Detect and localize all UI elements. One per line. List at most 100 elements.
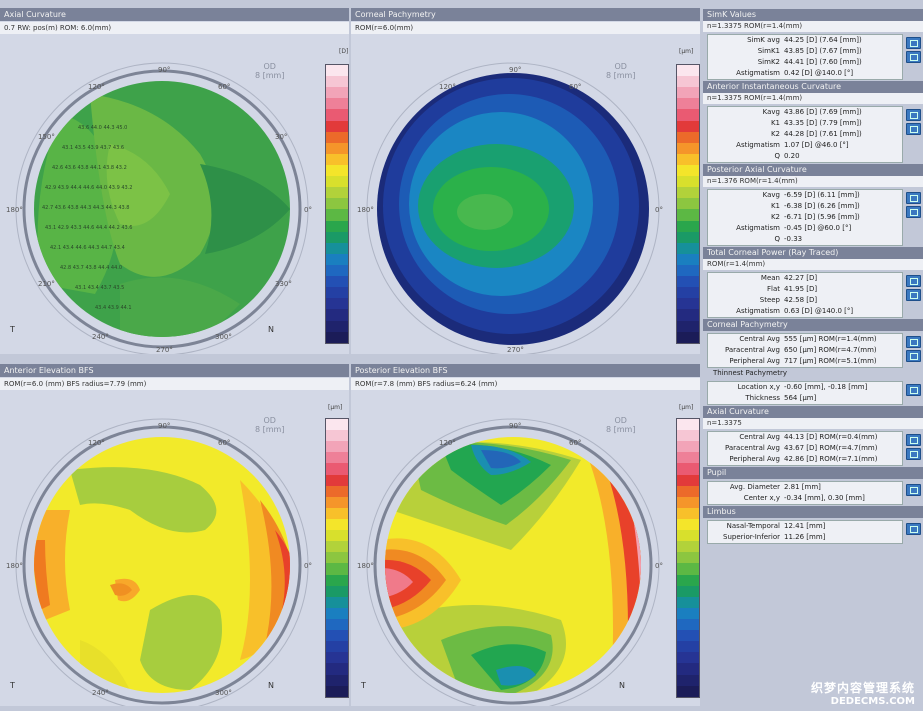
info-row: SimK2 44.41 [D] (7.60 [mm]) [708, 57, 902, 68]
eye-od-label: OD 8 [mm] [255, 416, 285, 434]
scale-band [677, 76, 699, 88]
angle-120: 120° [439, 439, 456, 447]
detail-button[interactable] [906, 51, 921, 63]
angle-0: 0° [655, 206, 663, 214]
detail-button[interactable] [906, 123, 921, 135]
info-value: -0.45 [D] @60.0 [°] [784, 224, 852, 232]
posterior-curvature-box: Kavg -6.59 [D] (6.11 [mm]) K1 -6.38 [D] (6.… [707, 189, 921, 246]
detail-button[interactable] [906, 350, 921, 362]
info-label: K1 [770, 119, 780, 127]
info-value: -0.33 [784, 235, 803, 243]
scale-band [326, 298, 348, 310]
temporal-label: T [9, 325, 15, 334]
info-value: 41.95 [D] [784, 285, 818, 293]
info-row: Astigmatism -0.45 [D] @60.0 [°] [708, 223, 902, 234]
scale-band [326, 419, 348, 431]
scale-band [677, 187, 699, 199]
info-label: Central Avg [739, 335, 780, 343]
detail-button[interactable] [906, 448, 921, 460]
info-label: Superior-Inferior [723, 533, 780, 541]
pupil-header: Pupil [703, 467, 923, 479]
info-label: K1 [770, 202, 780, 210]
info-value: 42.58 [D] [784, 296, 818, 304]
detail-button[interactable] [906, 484, 921, 496]
scale-band [326, 65, 348, 77]
scale-band [326, 231, 348, 243]
detail-button[interactable] [906, 109, 921, 121]
color-scale-pachymetry [676, 64, 700, 344]
scale-band [326, 674, 348, 686]
scale-band [677, 320, 699, 332]
info-value: 0.63 [D] @140.0 [°] [784, 307, 854, 315]
pachymetry-panel: Corneal Pachymetry ROM(r=6.0(mm) 90° 120… [351, 8, 700, 354]
panel-title: Posterior Elevation BFS [351, 364, 700, 377]
angle-240: 240° [92, 689, 109, 697]
detail-button[interactable] [906, 434, 921, 446]
scale-unit: [µm] [328, 404, 343, 411]
scale-band [326, 563, 348, 575]
axial-curvature-header: Axial Curvature [703, 406, 923, 418]
scale-band [326, 198, 348, 210]
scale-band [677, 574, 699, 586]
svg-text:42.1 43.4 44.6 44.3 44.7 43.4: 42.1 43.4 44.6 44.3 44.7 43.4 [50, 245, 125, 251]
info-column: SimK Values n=1.3375 ROM(r=1.4(mm) SimK … [703, 8, 923, 544]
angle-180: 180° [357, 206, 374, 214]
info-value: 42.86 [D] ROM(r=7.1(mm) [784, 455, 878, 463]
detail-button[interactable] [906, 384, 921, 396]
axial-curvature-map[interactable]: 43.6 44.0 44.3 45.0 43.1 43.5 43.9 43.7 … [0, 34, 349, 354]
angle-60: 60° [218, 439, 230, 447]
scale-band [326, 585, 348, 597]
scale-band [677, 98, 699, 110]
info-row: SimK avg 44.25 [D] (7.64 [mm]) [708, 35, 902, 46]
svg-text:43.1 43.5 43.9 43.7 43.6: 43.1 43.5 43.9 43.7 43.6 [62, 145, 124, 151]
color-scale-posterior [676, 418, 700, 698]
info-label: Kavg [762, 191, 780, 199]
detail-button[interactable] [906, 336, 921, 348]
info-label: Astigmatism [736, 141, 780, 149]
scale-band [677, 618, 699, 631]
info-value: 43.67 [D] ROM(r=4.7(mm) [784, 444, 878, 452]
posterior-elevation-map[interactable]: 90° 120° 60° 180° 0° T N [351, 390, 700, 706]
scale-band [677, 176, 699, 188]
detail-button[interactable] [906, 37, 921, 49]
info-label: Astigmatism [736, 307, 780, 315]
scale-band [326, 142, 348, 154]
detail-button[interactable] [906, 289, 921, 301]
thinnest-box: Location x,y -0.60 [mm], -0.18 [mm] Thickn… [707, 381, 921, 405]
info-row: Peripheral Avg 717 [µm] ROM(r=5.1(mm) [708, 356, 902, 367]
scale-band [326, 120, 348, 132]
info-value: 2.81 [mm] [784, 483, 821, 491]
anterior-elevation-map[interactable]: 90° 120° 60° 180° 0° 240° 300° T N [0, 390, 349, 706]
scale-band [677, 242, 699, 254]
scale-band [326, 176, 348, 188]
anterior-curvature-header: Anterior Instantaneous Curvature [703, 81, 923, 93]
scale-band [326, 320, 348, 332]
scale-band [677, 485, 699, 497]
scale-band [326, 253, 348, 265]
scale-band [677, 120, 699, 132]
scale-band [326, 607, 348, 619]
scale-unit: [D] [339, 48, 349, 55]
panel-subtitle: ROM(r=6.0 (mm) BFS radius=7.79 (mm) [0, 378, 349, 390]
svg-text:42.8 43.7 43.8 44.4 44.0: 42.8 43.7 43.8 44.4 44.0 [60, 265, 122, 271]
detail-button[interactable] [906, 206, 921, 218]
detail-button[interactable] [906, 523, 921, 535]
scale-band [326, 131, 348, 143]
detail-button[interactable] [906, 192, 921, 204]
scale-band [326, 541, 348, 553]
info-value: 44.28 [D] (7.61 [mm]) [784, 130, 862, 138]
total-power-header: Total Corneal Power (Ray Traced) [703, 247, 923, 259]
info-row: Astigmatism 0.42 [D] @140.0 [°] [708, 68, 902, 79]
pachymetry-map[interactable]: 90° 120° 60° 180° 0° 270° [351, 34, 700, 354]
info-row: Paracentral Avg 43.67 [D] ROM(r=4.7(mm) [708, 443, 902, 454]
scale-band [677, 164, 699, 177]
info-row: Mean 42.27 [D] [708, 273, 902, 284]
detail-button[interactable] [906, 275, 921, 287]
info-row: Kavg -6.59 [D] (6.11 [mm]) [708, 190, 902, 201]
scale-band [677, 585, 699, 597]
pupil-box: Avg. Diameter 2.81 [mm] Center x,y -0.34 [m… [707, 481, 921, 505]
color-scale-anterior [325, 418, 349, 698]
info-row: Q 0.20 [708, 151, 902, 162]
axial-curvature-box: Central Avg 44.13 [D] ROM(r=0.4(mm) Parace… [707, 431, 921, 466]
scale-band [677, 153, 699, 165]
